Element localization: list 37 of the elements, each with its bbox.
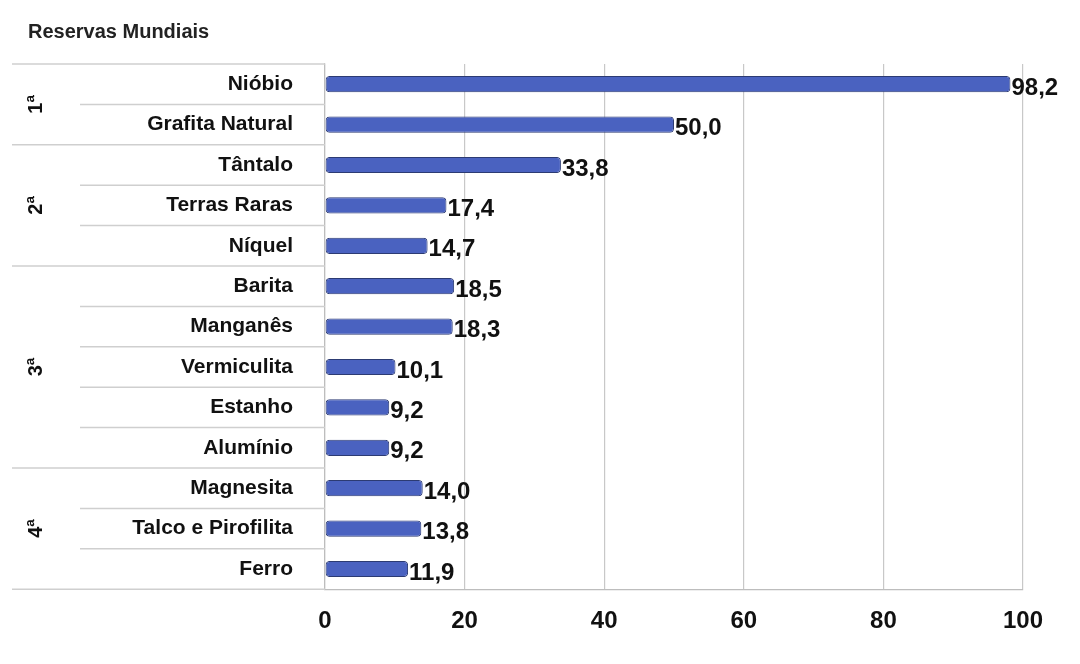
data-label: 98,2	[1011, 72, 1059, 100]
data-label: 13,8	[422, 517, 470, 545]
x-tick-label: 20	[451, 606, 478, 634]
y-tick-label: Alumínio	[203, 434, 293, 458]
y-tick-label: Manganês	[190, 313, 293, 337]
data-label: 50,0	[675, 113, 722, 141]
data-label: 33,8	[561, 153, 609, 181]
text: 2ª	[23, 195, 46, 215]
y-tick-label: Vermiculita	[180, 353, 294, 377]
data-label: 14,0	[423, 476, 471, 504]
data-label: 17,4	[447, 194, 495, 222]
data-label: 18,5	[455, 274, 502, 302]
data-label: 18,3	[453, 315, 501, 343]
text: 4ª	[23, 518, 46, 538]
x-tick-label: 80	[870, 606, 897, 634]
y-tick-label: Estanho	[210, 394, 293, 418]
data-label: 14,7	[428, 234, 476, 262]
data-label: 9,2	[390, 436, 424, 464]
x-tick-label: 0	[318, 606, 332, 634]
x-tick-label: 100	[1002, 606, 1044, 634]
y-tick-label: Magnesita	[190, 475, 294, 498]
x-tick-label: 40	[590, 606, 618, 634]
y-tick-label: Barita	[233, 273, 294, 296]
data-label: 10,1	[396, 355, 444, 383]
y-tick-label: Níquel	[228, 232, 293, 256]
text: 1ª	[23, 94, 46, 114]
y-tick-label: Nióbio	[227, 71, 293, 94]
data-label: 11,9	[409, 557, 455, 585]
y-tick-label: Grafita Natural	[147, 111, 293, 135]
y-tick-label: Ferro	[239, 555, 293, 579]
y-tick-label: Terras Raras	[166, 192, 293, 216]
data-label: 9,2	[390, 396, 424, 424]
y-tick-label: Talco e Pirofilita	[132, 515, 294, 539]
y-tick-label: Tântalo	[218, 151, 293, 175]
text: Reservas Mundiais	[28, 20, 210, 43]
x-tick-label: 60	[730, 606, 758, 634]
text: 3ª	[23, 357, 46, 377]
